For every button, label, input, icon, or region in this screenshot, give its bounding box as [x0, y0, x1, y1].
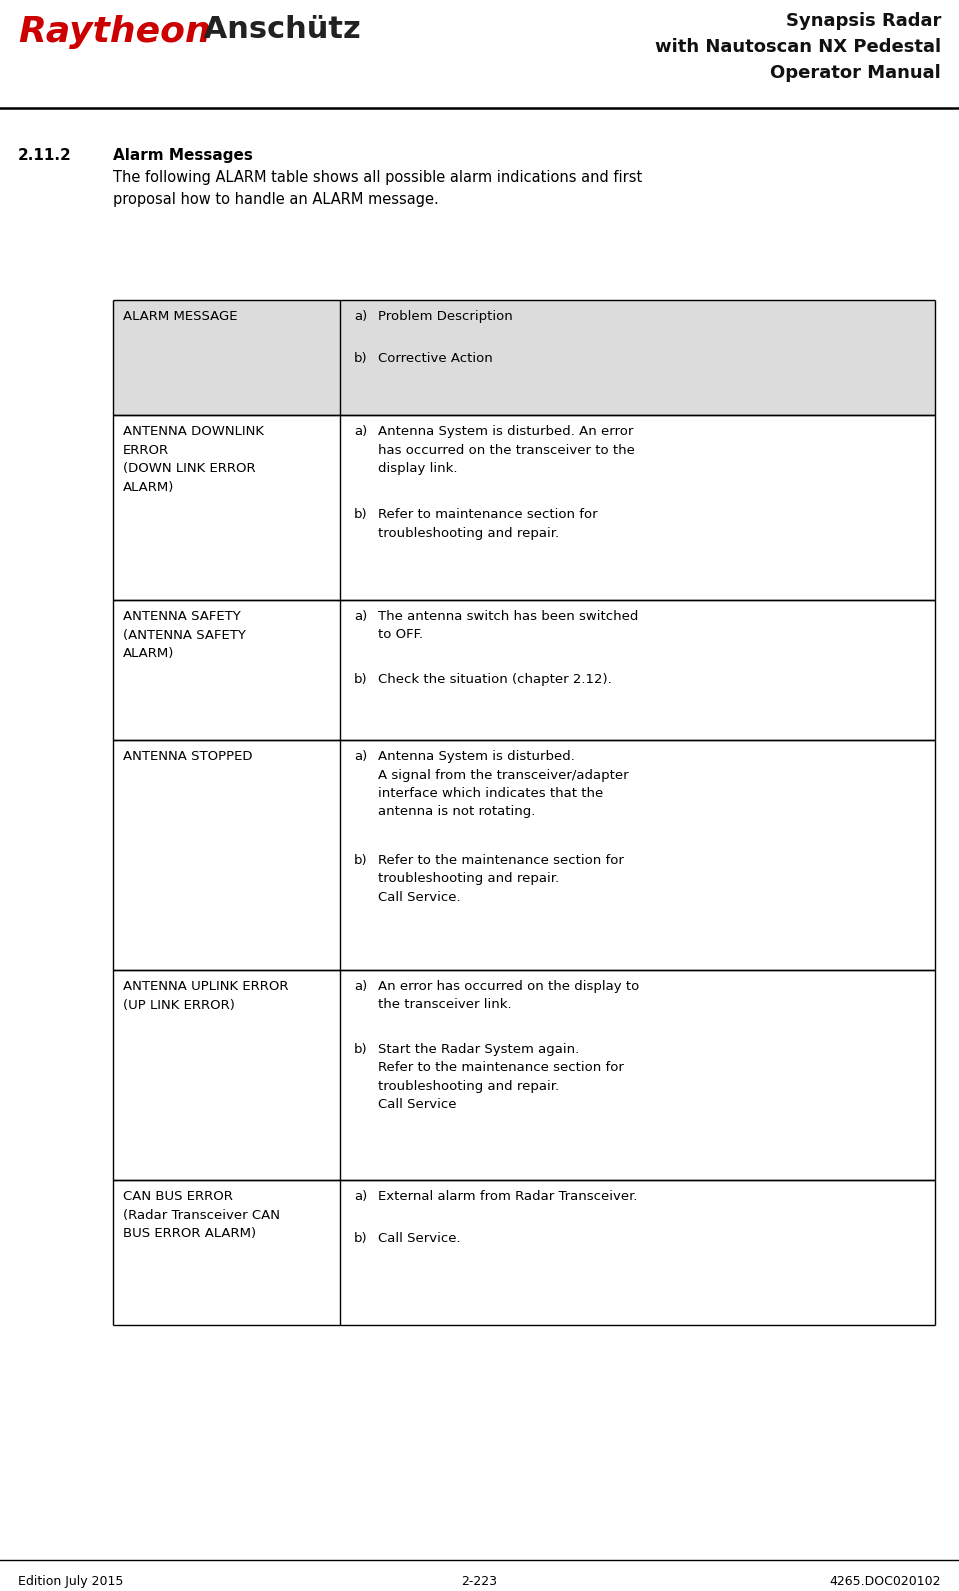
Text: b): b): [354, 1044, 367, 1056]
Text: ANTENNA SAFETY
(ANTENNA SAFETY
ALARM): ANTENNA SAFETY (ANTENNA SAFETY ALARM): [123, 609, 246, 660]
Text: b): b): [354, 1233, 367, 1246]
Text: Check the situation (chapter 2.12).: Check the situation (chapter 2.12).: [378, 673, 612, 686]
Bar: [113, 740, 935, 971]
Text: Alarm Messages: Alarm Messages: [113, 148, 253, 162]
Text: CAN BUS ERROR
(Radar Transceiver CAN
BUS ERROR ALARM): CAN BUS ERROR (Radar Transceiver CAN BUS…: [123, 1190, 280, 1239]
Bar: [113, 600, 935, 740]
Text: a): a): [354, 609, 367, 624]
Text: ALARM MESSAGE: ALARM MESSAGE: [123, 310, 238, 323]
Bar: [113, 971, 935, 1181]
Text: b): b): [354, 673, 367, 686]
Text: Anschütz: Anschütz: [193, 14, 361, 45]
Text: Corrective Action: Corrective Action: [378, 353, 493, 366]
Text: Antenna System is disturbed. An error
has occurred on the transceiver to the
dis: Antenna System is disturbed. An error ha…: [378, 425, 635, 476]
Text: Problem Description: Problem Description: [378, 310, 513, 323]
Text: a): a): [354, 749, 367, 764]
Text: 4265.DOC020102: 4265.DOC020102: [830, 1575, 941, 1588]
Bar: [113, 415, 935, 600]
Text: a): a): [354, 425, 367, 438]
Text: a): a): [354, 980, 367, 993]
Text: with Nautoscan NX Pedestal: with Nautoscan NX Pedestal: [655, 38, 941, 56]
Text: ANTENNA UPLINK ERROR
(UP LINK ERROR): ANTENNA UPLINK ERROR (UP LINK ERROR): [123, 980, 289, 1012]
Text: An error has occurred on the display to
the transceiver link.: An error has occurred on the display to …: [378, 980, 640, 1012]
Text: a): a): [354, 1190, 367, 1203]
Text: Antenna System is disturbed.
A signal from the transceiver/adapter
interface whi: Antenna System is disturbed. A signal fr…: [378, 749, 629, 818]
Text: ANTENNA DOWNLINK
ERROR
(DOWN LINK ERROR
ALARM): ANTENNA DOWNLINK ERROR (DOWN LINK ERROR …: [123, 425, 264, 493]
Text: Call Service.: Call Service.: [378, 1233, 460, 1246]
Text: b): b): [354, 509, 367, 522]
Text: The following ALARM table shows all possible alarm indications and first
proposa: The following ALARM table shows all poss…: [113, 170, 643, 207]
Text: 2.11.2: 2.11.2: [18, 148, 72, 162]
Text: Refer to the maintenance section for
troubleshooting and repair.
Call Service.: Refer to the maintenance section for tro…: [378, 854, 624, 904]
Text: The antenna switch has been switched
to OFF.: The antenna switch has been switched to …: [378, 609, 639, 641]
Text: Start the Radar System again.
Refer to the maintenance section for
troubleshooti: Start the Radar System again. Refer to t…: [378, 1044, 624, 1112]
Text: Operator Manual: Operator Manual: [770, 64, 941, 83]
Text: 2-223: 2-223: [461, 1575, 498, 1588]
Text: External alarm from Radar Transceiver.: External alarm from Radar Transceiver.: [378, 1190, 638, 1203]
Text: b): b): [354, 854, 367, 867]
Text: Raytheon: Raytheon: [18, 14, 211, 49]
Bar: [113, 301, 935, 415]
Bar: [113, 1181, 935, 1325]
Text: Refer to maintenance section for
troubleshooting and repair.: Refer to maintenance section for trouble…: [378, 509, 597, 539]
Text: Synapsis Radar: Synapsis Radar: [785, 13, 941, 30]
Text: Edition July 2015: Edition July 2015: [18, 1575, 124, 1588]
Text: a): a): [354, 310, 367, 323]
Text: b): b): [354, 353, 367, 366]
Text: ANTENNA STOPPED: ANTENNA STOPPED: [123, 749, 252, 764]
